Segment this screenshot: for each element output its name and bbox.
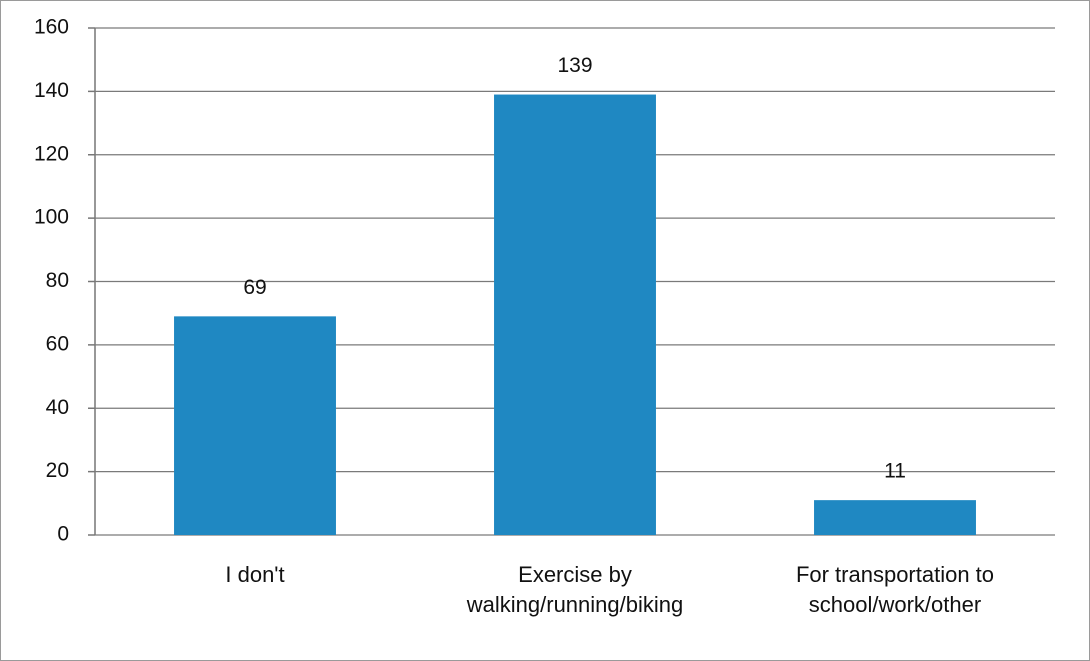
bar — [174, 316, 336, 535]
y-tick-label: 0 — [57, 523, 69, 546]
bar — [814, 500, 976, 535]
y-tick-label: 60 — [46, 332, 69, 355]
y-tick-label: 80 — [46, 269, 69, 292]
y-tick-label: 20 — [46, 459, 69, 482]
y-tick-label: 40 — [46, 396, 69, 419]
y-tick-label: 100 — [34, 206, 69, 229]
bar — [494, 94, 656, 535]
x-tick-label: For transportation to school/work/other — [795, 562, 995, 617]
x-tick-label: I don't — [225, 562, 285, 587]
value-label: 11 — [884, 460, 906, 483]
y-tick-label: 160 — [34, 16, 69, 39]
value-label: 139 — [557, 54, 592, 77]
x-tick-label: Exercise by walking/running/biking — [466, 562, 684, 617]
y-tick-label: 140 — [34, 79, 69, 102]
y-tick-label: 120 — [34, 142, 69, 165]
value-label: 69 — [243, 276, 266, 299]
